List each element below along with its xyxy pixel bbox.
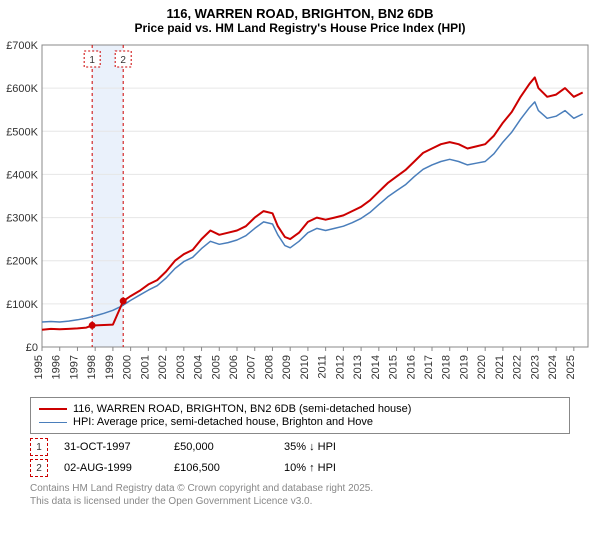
svg-text:1996: 1996 [51, 355, 63, 379]
footer-line1: Contains HM Land Registry data © Crown c… [30, 483, 570, 496]
svg-text:1999: 1999 [104, 355, 116, 379]
transaction-date: 02-AUG-1999 [64, 462, 174, 474]
svg-text:£700K: £700K [6, 40, 38, 52]
legend-label: 116, WARREN ROAD, BRIGHTON, BN2 6DB (sem… [73, 403, 411, 415]
svg-text:£300K: £300K [6, 213, 38, 225]
transaction-marker: 2 [30, 459, 48, 477]
legend: 116, WARREN ROAD, BRIGHTON, BN2 6DB (sem… [30, 397, 570, 434]
footer-attribution: Contains HM Land Registry data © Crown c… [30, 483, 570, 508]
svg-text:2003: 2003 [175, 355, 187, 379]
svg-text:2007: 2007 [246, 355, 258, 379]
svg-text:£200K: £200K [6, 256, 38, 268]
legend-item: 116, WARREN ROAD, BRIGHTON, BN2 6DB (sem… [39, 403, 561, 415]
svg-text:2012: 2012 [334, 355, 346, 379]
svg-text:2024: 2024 [547, 355, 559, 379]
svg-text:2023: 2023 [529, 355, 541, 379]
svg-text:2025: 2025 [565, 355, 577, 379]
svg-text:2002: 2002 [157, 355, 169, 379]
svg-text:2005: 2005 [210, 355, 222, 379]
svg-text:2008: 2008 [263, 355, 275, 379]
transaction-date: 31-OCT-1997 [64, 441, 174, 453]
legend-swatch [39, 422, 67, 423]
svg-text:1995: 1995 [33, 355, 45, 379]
svg-text:1997: 1997 [68, 355, 80, 379]
title-line2: Price paid vs. HM Land Registry's House … [0, 21, 600, 35]
svg-text:1998: 1998 [86, 355, 98, 379]
footer-line2: This data is licensed under the Open Gov… [30, 496, 570, 509]
svg-text:2021: 2021 [494, 355, 506, 379]
transaction-row: 2 02-AUG-1999£106,50010% ↑ HPI [30, 459, 570, 477]
svg-text:2016: 2016 [405, 355, 417, 379]
legend-item: HPI: Average price, semi-detached house,… [39, 416, 561, 428]
svg-text:1: 1 [89, 55, 95, 66]
svg-text:2000: 2000 [122, 355, 134, 379]
transactions-table: 1 31-OCT-1997£50,00035% ↓ HPI 2 02-AUG-1999… [30, 438, 570, 477]
svg-text:£0: £0 [26, 342, 38, 354]
svg-text:2019: 2019 [458, 355, 470, 379]
svg-text:2017: 2017 [423, 355, 435, 379]
transaction-price: £50,000 [174, 441, 284, 453]
transaction-marker: 1 [30, 438, 48, 456]
svg-text:2009: 2009 [281, 355, 293, 379]
svg-text:£400K: £400K [6, 169, 38, 181]
svg-text:2006: 2006 [228, 355, 240, 379]
chart-title-block: 116, WARREN ROAD, BRIGHTON, BN2 6DB Pric… [0, 0, 600, 35]
svg-text:2011: 2011 [317, 355, 329, 379]
transaction-delta: 35% ↓ HPI [284, 441, 394, 453]
svg-text:2015: 2015 [388, 355, 400, 379]
svg-text:2020: 2020 [476, 355, 488, 379]
transaction-row: 1 31-OCT-1997£50,00035% ↓ HPI [30, 438, 570, 456]
svg-text:2018: 2018 [441, 355, 453, 379]
svg-text:2: 2 [120, 55, 126, 66]
svg-text:2010: 2010 [299, 355, 311, 379]
svg-text:2022: 2022 [512, 355, 524, 379]
transaction-delta: 10% ↑ HPI [284, 462, 394, 474]
svg-text:£600K: £600K [6, 83, 38, 95]
svg-text:2014: 2014 [370, 355, 382, 379]
legend-swatch [39, 408, 67, 410]
transaction-price: £106,500 [174, 462, 284, 474]
price-chart: £0 £100K £200K £300K £400K £500K £600K £700K 199… [0, 35, 600, 395]
title-line1: 116, WARREN ROAD, BRIGHTON, BN2 6DB [0, 6, 600, 21]
svg-text:£500K: £500K [6, 126, 38, 138]
legend-label: HPI: Average price, semi-detached house,… [73, 416, 373, 428]
svg-text:£100K: £100K [6, 299, 38, 311]
svg-text:2001: 2001 [139, 355, 151, 379]
svg-text:2004: 2004 [193, 355, 205, 379]
svg-text:2013: 2013 [352, 355, 364, 379]
